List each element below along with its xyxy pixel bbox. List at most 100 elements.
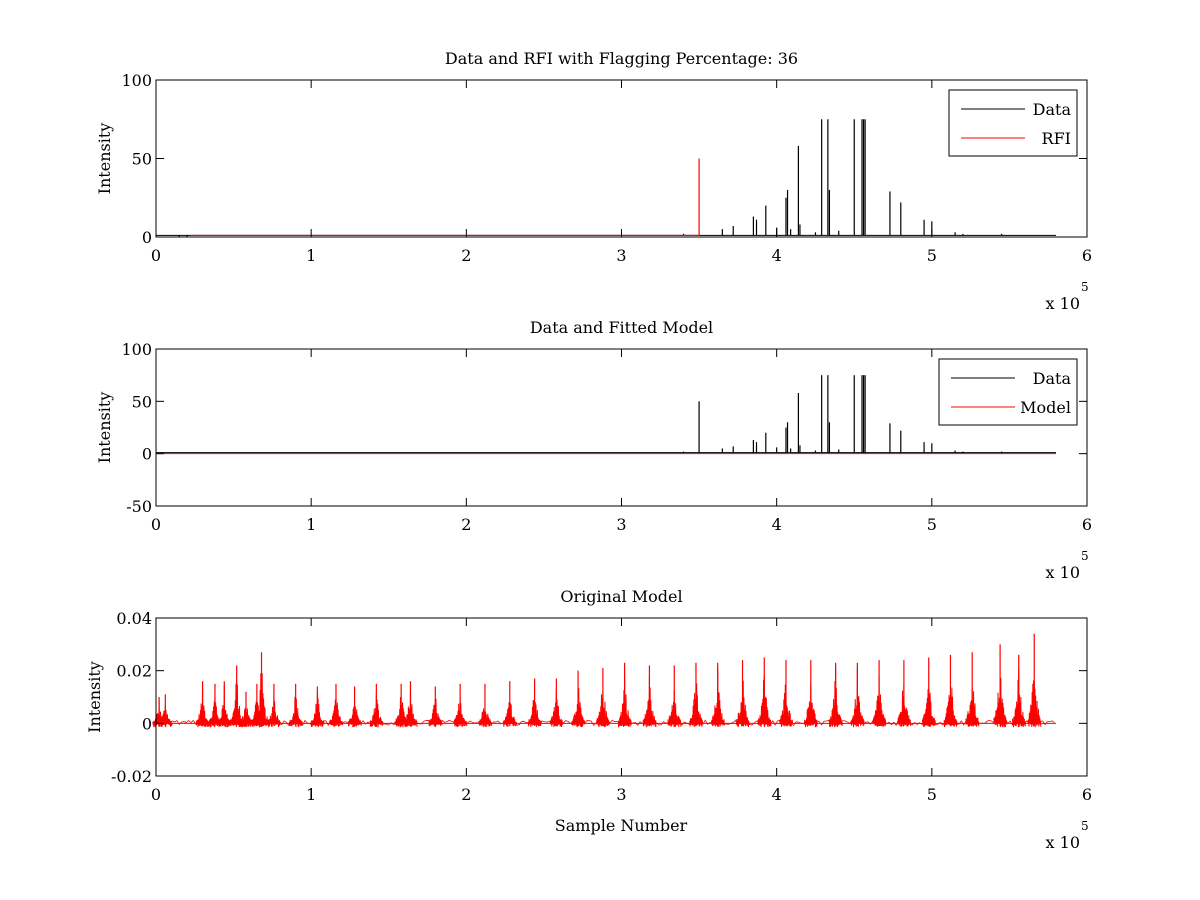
noise-floor bbox=[155, 719, 1055, 727]
pulse-jitter bbox=[217, 685, 232, 728]
x-tick-label: 2 bbox=[461, 515, 471, 534]
y-tick-label: 0.02 bbox=[116, 662, 152, 681]
pulse-burst bbox=[1027, 633, 1042, 728]
x-tick-label: 0 bbox=[151, 246, 161, 265]
pulse-jitter bbox=[571, 688, 586, 728]
pulse-jitter bbox=[872, 674, 887, 727]
pulse-jitter bbox=[527, 700, 542, 727]
y-axis-label: Intensity bbox=[85, 661, 104, 733]
pulse-jitter bbox=[804, 683, 818, 728]
pulse-jitter bbox=[897, 682, 912, 727]
pulse-burst bbox=[229, 665, 244, 728]
pulse-jitter bbox=[642, 674, 657, 728]
series-data-1 bbox=[156, 119, 1056, 237]
pulse-jitter bbox=[329, 695, 344, 728]
y-axis-label: Intensity bbox=[95, 392, 114, 464]
x-tick-label: 2 bbox=[461, 785, 471, 804]
x-multiplier-exponent: 5 bbox=[1081, 819, 1089, 833]
x-tick-label: 6 bbox=[1082, 785, 1092, 804]
x-multiplier: x 10 bbox=[1046, 294, 1080, 313]
y-tick-label: 0.04 bbox=[116, 609, 152, 628]
legend: Data Model bbox=[938, 358, 1078, 426]
pulse-burst bbox=[993, 644, 1008, 728]
pulse-burst bbox=[527, 678, 542, 727]
pulse-burst bbox=[478, 683, 493, 728]
pulse-jitter bbox=[596, 690, 610, 728]
pulse-jitter bbox=[158, 705, 173, 728]
x-multiplier: x 10 bbox=[1046, 563, 1080, 582]
pulse-burst bbox=[667, 665, 682, 728]
pulse-burst bbox=[217, 681, 232, 728]
y-tick-label: -50 bbox=[126, 497, 152, 516]
pulse-jitter bbox=[993, 677, 1008, 728]
pulse-burst bbox=[689, 662, 704, 728]
pulse-jitter bbox=[267, 695, 282, 728]
x-tick-label: 1 bbox=[306, 515, 316, 534]
x-axis-label: Sample Number bbox=[555, 816, 688, 835]
pulse-burst bbox=[596, 668, 610, 728]
pulse-burst bbox=[943, 654, 958, 727]
series-rfi-1 bbox=[190, 158, 700, 236]
x-multiplier-exponent: 5 bbox=[1081, 549, 1089, 563]
legend: Data RFI bbox=[948, 89, 1078, 157]
y-axis-label: Intensity bbox=[95, 123, 114, 195]
x-tick-label: 4 bbox=[772, 246, 782, 265]
pulse-burst bbox=[617, 662, 632, 728]
subplot-title: Data and Fitted Model bbox=[530, 318, 713, 337]
pulse-burst bbox=[872, 660, 887, 727]
pulse-burst bbox=[428, 686, 443, 728]
pulse-burst bbox=[267, 683, 282, 728]
subplot-title: Data and RFI with Flagging Percentage: 3… bbox=[445, 49, 798, 68]
pulse-jitter bbox=[1011, 668, 1026, 728]
legend-box bbox=[948, 89, 1078, 157]
legend-entry-label: RFI bbox=[1042, 129, 1071, 148]
pulse-burst bbox=[965, 652, 980, 727]
series-data-2 bbox=[156, 375, 1056, 454]
pulse-burst bbox=[369, 683, 384, 728]
pulse-jitter bbox=[735, 680, 750, 728]
pulse-jitter bbox=[850, 667, 865, 728]
pulse-jitter bbox=[549, 689, 564, 728]
x-tick-label: 1 bbox=[306, 785, 316, 804]
pulse-burst bbox=[828, 662, 843, 728]
pulse-burst bbox=[804, 660, 818, 728]
y-tick-label: 0 bbox=[142, 445, 152, 464]
pulse-jitter bbox=[667, 689, 682, 728]
pulse-burst bbox=[549, 678, 564, 728]
x-tick-label: 6 bbox=[1082, 246, 1092, 265]
pulse-burst bbox=[779, 660, 794, 727]
pulse-burst bbox=[403, 681, 418, 728]
x-tick-label: 4 bbox=[772, 785, 782, 804]
series-model-3 bbox=[152, 633, 1056, 728]
y-tick-label: 0 bbox=[142, 714, 152, 733]
pulse-burst bbox=[850, 662, 865, 728]
subplot-title: Original Model bbox=[560, 587, 682, 606]
pulse-jitter bbox=[689, 683, 704, 728]
y-tick-label: 100 bbox=[121, 340, 152, 359]
x-tick-label: 3 bbox=[616, 246, 626, 265]
pulse-jitter bbox=[965, 687, 980, 727]
pulse-burst bbox=[288, 683, 303, 728]
legend-entry-label: Data bbox=[1033, 100, 1072, 119]
pulse-burst bbox=[571, 670, 586, 728]
pulse-jitter bbox=[347, 706, 362, 728]
pulse-jitter bbox=[310, 692, 325, 728]
x-tick-label: 5 bbox=[927, 246, 937, 265]
legend-entry-label: Model bbox=[1020, 398, 1071, 417]
pulse-burst bbox=[310, 686, 325, 728]
pulse-jitter bbox=[1027, 680, 1042, 728]
pulse-jitter bbox=[828, 666, 843, 728]
x-tick-label: 5 bbox=[927, 785, 937, 804]
pulse-jitter bbox=[502, 702, 517, 727]
x-tick-label: 1 bbox=[306, 246, 316, 265]
x-tick-label: 2 bbox=[461, 246, 471, 265]
y-tick-label: -0.02 bbox=[111, 767, 152, 786]
x-multiplier-exponent: 5 bbox=[1081, 280, 1089, 294]
pulse-burst bbox=[757, 657, 772, 728]
pulse-jitter bbox=[943, 687, 958, 727]
x-tick-label: 6 bbox=[1082, 515, 1092, 534]
legend-box bbox=[938, 358, 1078, 426]
